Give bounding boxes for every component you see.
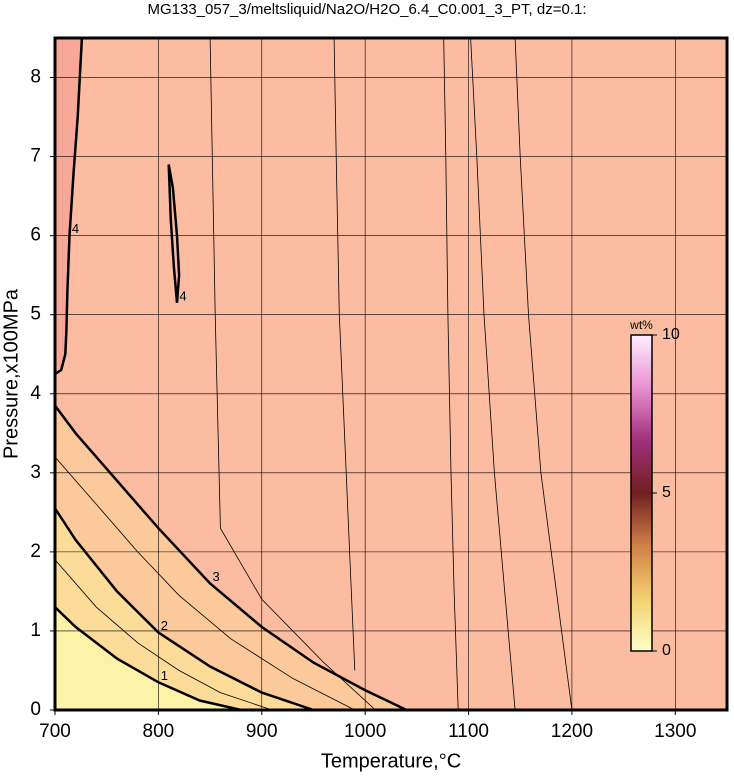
contour-line xyxy=(55,606,242,710)
plot-frame xyxy=(53,36,729,712)
contour-line xyxy=(333,38,356,671)
contour-label: 4 xyxy=(72,221,79,236)
chart-title: MG133_057_3/meltsliquid/Na2O/H2O_6.4_C0.… xyxy=(147,1,586,18)
y-tick-label: 5 xyxy=(30,304,41,325)
colorbar-label: wt% xyxy=(629,318,653,332)
contour-line xyxy=(167,164,181,303)
y-axis-label: Pressure,x100MPa xyxy=(0,288,22,459)
contour-line xyxy=(55,38,84,376)
y-tick-label: 3 xyxy=(30,462,41,483)
contour-label: 1 xyxy=(161,668,168,683)
x-axis-label: Temperature,°C xyxy=(321,750,461,772)
colorbar-tick-label: 0 xyxy=(662,642,671,659)
colorbar-tick-label: 5 xyxy=(662,484,671,501)
contour-line xyxy=(514,38,573,710)
colorbar-tick-label: 10 xyxy=(662,326,680,343)
y-tick-label: 0 xyxy=(30,699,41,720)
x-tick-label: 1000 xyxy=(344,721,386,742)
colorbar xyxy=(630,334,653,652)
y-tick-label: 6 xyxy=(30,225,41,246)
x-tick-label: 700 xyxy=(39,721,71,742)
y-tick-label: 4 xyxy=(30,383,41,404)
plot-area: 4 3 2 1 4 xyxy=(55,38,727,710)
x-tick-label: 1300 xyxy=(654,721,696,742)
contour-line xyxy=(55,559,273,710)
overlay: 700 800 900 1000 1100 1200 1300 0 1 2 3 4 5 6 7 8 wt% 0 5 1… xyxy=(30,36,729,742)
x-tick-label: 1100 xyxy=(448,721,489,742)
contour-line xyxy=(55,404,408,710)
contour-line xyxy=(209,38,376,710)
y-tick-label: 7 xyxy=(30,146,41,167)
contour-fill xyxy=(55,38,82,374)
contour-label: 2 xyxy=(161,618,168,633)
contour-line xyxy=(443,38,459,710)
contour-line xyxy=(470,38,516,710)
x-tick-label: 1200 xyxy=(551,721,593,742)
y-tick-label: 2 xyxy=(30,541,41,562)
x-tick-label: 900 xyxy=(246,721,278,742)
y-tick-label: 8 xyxy=(30,67,41,88)
contour-fill xyxy=(55,607,242,710)
contour-label: 4 xyxy=(179,288,186,303)
contour-label: 3 xyxy=(212,569,219,584)
x-tick-label: 800 xyxy=(143,721,175,742)
contour-line xyxy=(55,456,355,710)
y-tick-label: 1 xyxy=(30,620,41,641)
contour-line xyxy=(55,507,314,710)
